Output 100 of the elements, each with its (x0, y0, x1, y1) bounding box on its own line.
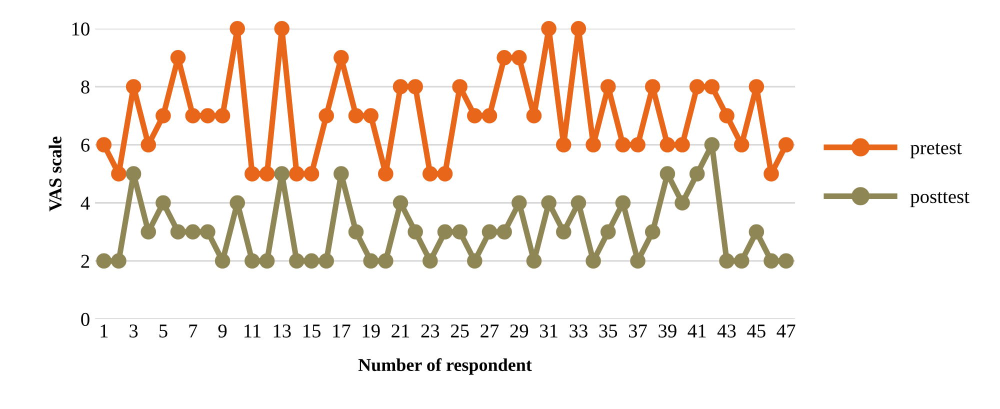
point (764, 253, 779, 269)
point (748, 79, 764, 94)
point (156, 195, 171, 211)
point (630, 137, 646, 152)
x-tick-label: 41 (688, 324, 706, 338)
point (96, 137, 112, 152)
point (452, 224, 468, 240)
point (437, 224, 453, 240)
point (734, 137, 750, 152)
x-tick-label: 5 (159, 324, 168, 338)
point (111, 166, 126, 182)
point (200, 108, 216, 124)
x-tick-label: 19 (362, 324, 380, 338)
point (111, 253, 126, 269)
point (719, 253, 734, 269)
legend-label: pretest (910, 143, 962, 158)
x-tick-label: 45 (747, 324, 766, 338)
x-tick-label: 15 (304, 324, 320, 338)
point (230, 195, 246, 211)
point (734, 253, 750, 269)
point (467, 253, 482, 269)
x-tick-label: 23 (421, 324, 440, 338)
point (600, 79, 616, 94)
x-tick-label: 13 (274, 324, 291, 338)
point (156, 108, 171, 124)
y-tick-label: 2 (81, 254, 90, 268)
y-tick-label: 0 (81, 312, 90, 326)
point (274, 20, 290, 36)
point (496, 50, 512, 66)
point (126, 166, 142, 182)
x-tick-label: 7 (189, 324, 198, 338)
point (512, 195, 527, 211)
point (526, 108, 542, 124)
x-tick-label: 1 (100, 324, 108, 338)
x-tick-label: 25 (450, 324, 469, 338)
y-tick-label: 6 (81, 138, 90, 152)
point (274, 166, 290, 182)
point (556, 224, 572, 240)
point (185, 224, 201, 240)
x-tick-label: 17 (333, 324, 350, 338)
point (96, 253, 112, 269)
x-tick-label: 21 (392, 324, 410, 338)
point (334, 50, 349, 66)
x-tick-label: 37 (629, 324, 647, 338)
point (586, 253, 601, 269)
point (140, 137, 156, 152)
x-tick-label: 31 (540, 324, 558, 338)
point (778, 137, 794, 152)
point (289, 166, 304, 182)
point (778, 253, 794, 269)
point (496, 224, 512, 240)
point (214, 108, 230, 124)
y-tick-label: 10 (72, 22, 90, 36)
x-tick-label: 43 (717, 324, 736, 338)
point (259, 253, 275, 269)
point (482, 224, 498, 240)
y-tick-label: 8 (81, 80, 90, 94)
x-tick-label: 27 (480, 324, 499, 338)
point (170, 224, 186, 240)
point (719, 108, 734, 124)
point (570, 195, 586, 211)
point (644, 79, 660, 94)
point (615, 195, 631, 211)
point (318, 108, 334, 124)
x-tick-label: 11 (244, 324, 260, 338)
point (140, 224, 156, 240)
point (541, 195, 556, 211)
point (512, 50, 527, 66)
point (304, 166, 320, 182)
legend-label: posttest (910, 192, 970, 208)
point (363, 108, 378, 124)
x-tick-label: 9 (218, 324, 227, 338)
point (586, 137, 601, 152)
x-tick-label: 3 (130, 324, 138, 338)
point (392, 79, 408, 94)
point (289, 253, 304, 269)
point (348, 224, 364, 240)
point (764, 166, 779, 182)
point (674, 137, 690, 152)
y-tick-label: 4 (80, 196, 90, 210)
x-tick-label: 39 (658, 324, 676, 338)
point (318, 253, 334, 269)
point (392, 195, 408, 211)
point (126, 79, 142, 94)
point (244, 253, 260, 269)
point (185, 108, 201, 124)
point (408, 79, 423, 94)
point (570, 20, 586, 36)
point (334, 166, 349, 182)
point (630, 253, 646, 269)
point (304, 253, 320, 269)
point (348, 108, 364, 124)
point (689, 166, 705, 182)
x-tick-label: 35 (599, 324, 618, 338)
point (244, 166, 260, 182)
point (170, 50, 186, 66)
point (644, 224, 660, 240)
point (214, 253, 230, 269)
point (408, 224, 423, 240)
point (704, 137, 720, 152)
